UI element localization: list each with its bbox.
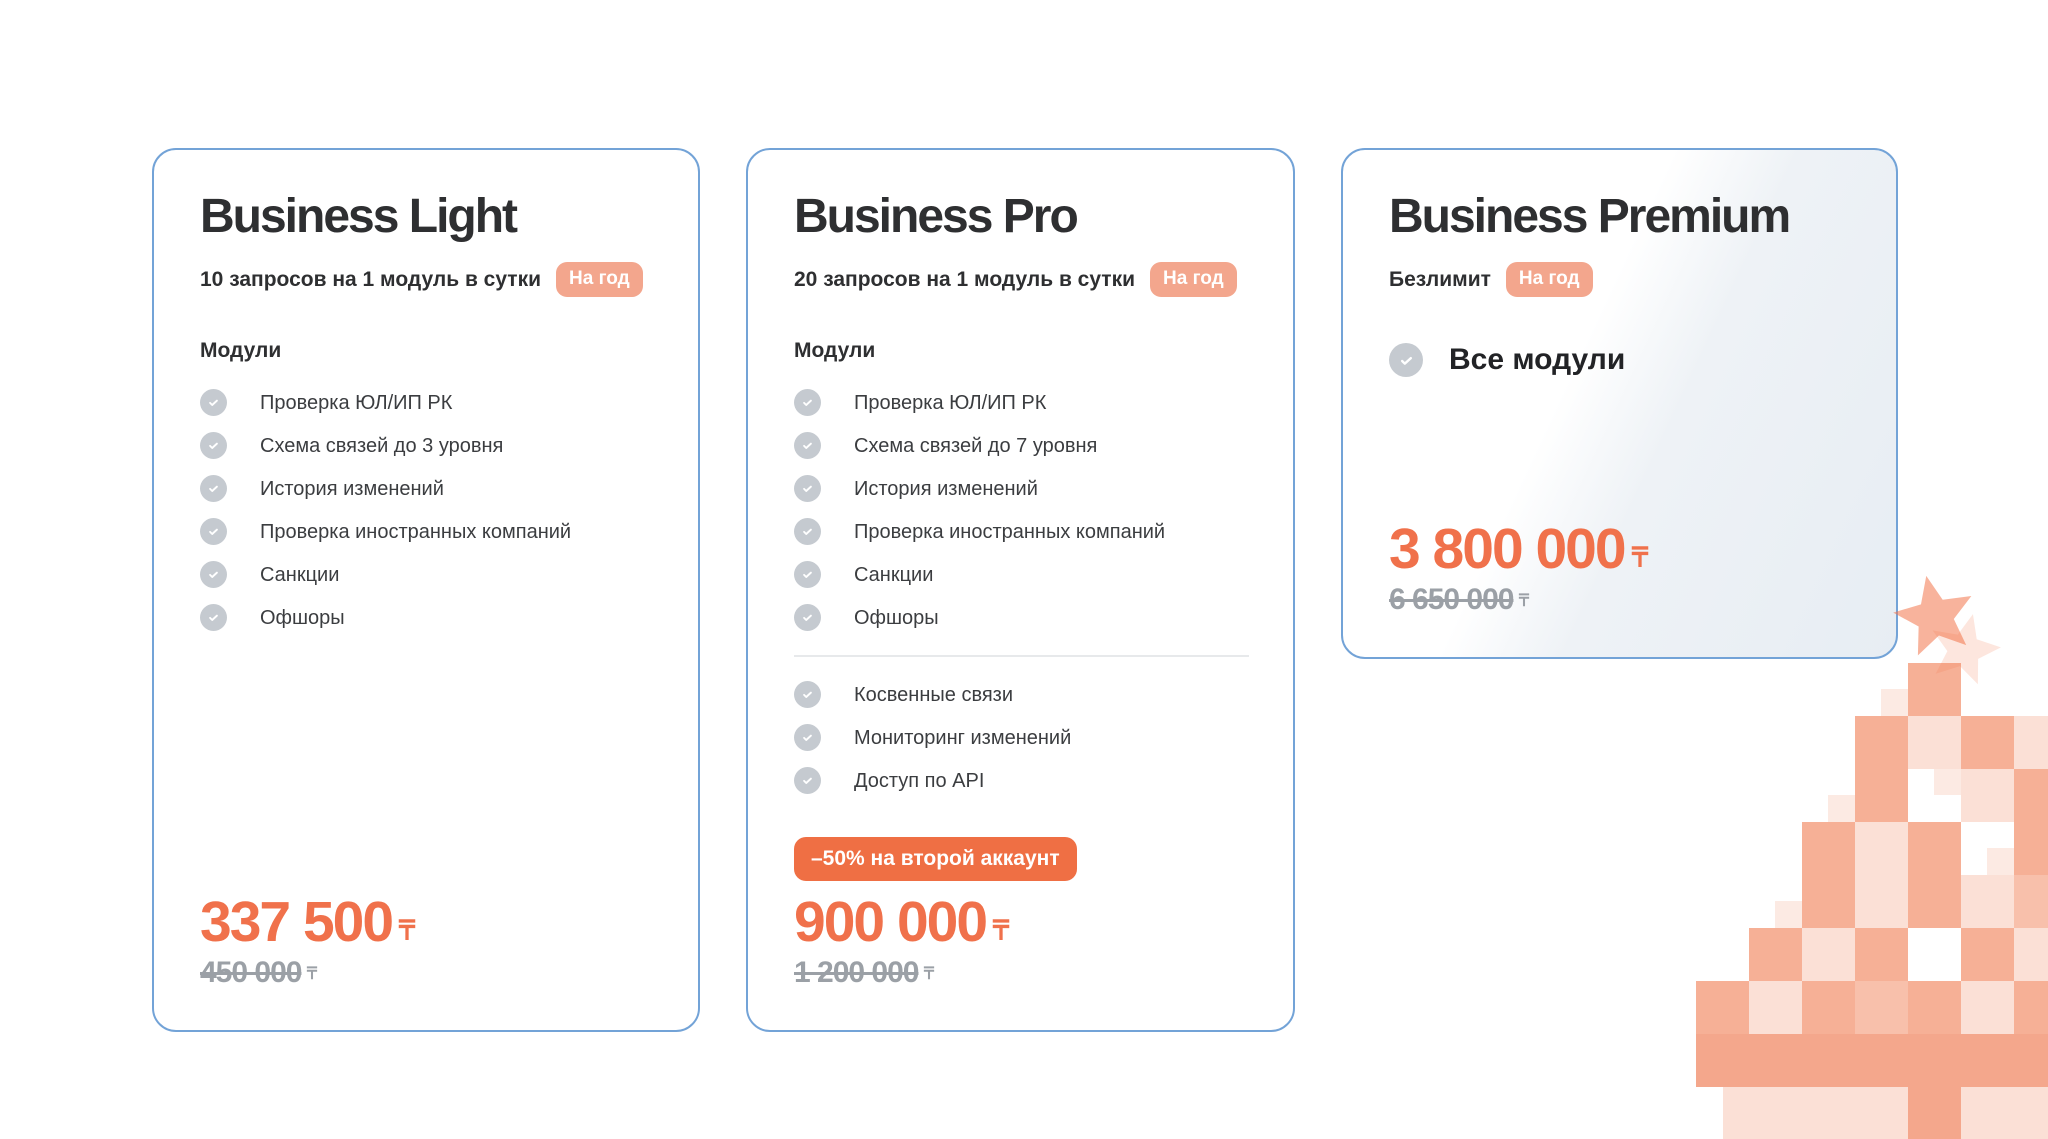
price-block: –50% на второй аккаунт 900 000 1 200 000 bbox=[794, 836, 1249, 988]
check-icon bbox=[794, 604, 821, 632]
check-icon bbox=[1389, 343, 1423, 378]
extra-feature-list: Косвенные связи Мониторинг изменений Дос… bbox=[794, 681, 1249, 795]
feature-row: Проверка иностранных компаний bbox=[794, 518, 1249, 546]
check-icon bbox=[794, 724, 821, 752]
feature-row: История изменений bbox=[794, 475, 1249, 503]
plan-subtitle-row: 10 запросов на 1 модуль в сутки На год bbox=[200, 262, 654, 298]
current-price: 337 500 bbox=[200, 889, 417, 954]
tenge-currency-icon bbox=[1630, 546, 1650, 573]
check-icon bbox=[200, 518, 227, 546]
all-modules-row: Все модули bbox=[1389, 343, 1852, 378]
feature-row: Офшоры bbox=[794, 604, 1249, 632]
old-price: 6 650 000 bbox=[1389, 585, 1530, 615]
current-price: 900 000 bbox=[794, 889, 1011, 954]
feature-row: История изменений bbox=[200, 475, 654, 503]
feature-label: История изменений bbox=[854, 477, 1038, 500]
billing-period-badge: На год bbox=[1150, 262, 1237, 298]
feature-row: Проверка иностранных компаний bbox=[200, 518, 654, 546]
feature-row: Офшоры bbox=[200, 604, 654, 632]
feature-label: История изменений bbox=[260, 477, 444, 500]
check-icon bbox=[794, 518, 821, 546]
price-block: 3 800 000 6 650 000 bbox=[1389, 516, 1852, 615]
feature-label: Проверка ЮЛ/ИП РК bbox=[260, 391, 453, 414]
discount-badge: –50% на второй аккаунт bbox=[794, 836, 1077, 881]
check-icon bbox=[794, 432, 821, 460]
check-icon bbox=[200, 561, 227, 589]
tenge-currency-icon bbox=[397, 919, 417, 946]
check-icon bbox=[200, 389, 227, 417]
feature-row: Проверка ЮЛ/ИП РК bbox=[200, 389, 654, 417]
feature-row: Мониторинг изменений bbox=[794, 724, 1249, 752]
plan-subtitle-row: Безлимит На год bbox=[1389, 262, 1852, 298]
plan-title: Business Light bbox=[200, 190, 518, 243]
feature-label: Санкции bbox=[854, 563, 934, 586]
modules-section-label: Модули bbox=[794, 339, 876, 363]
check-icon bbox=[200, 475, 227, 503]
tenge-currency-icon bbox=[991, 919, 1011, 946]
check-icon bbox=[200, 432, 227, 460]
tenge-currency-icon bbox=[1518, 593, 1530, 612]
check-icon bbox=[794, 475, 821, 503]
feature-row: Санкции bbox=[794, 561, 1249, 589]
pricing-card-business-premium[interactable]: Business Premium Безлимит На год Все мод… bbox=[1341, 148, 1898, 659]
check-icon bbox=[794, 561, 821, 589]
all-modules-label: Все модули bbox=[1449, 343, 1626, 377]
tenge-currency-icon bbox=[923, 966, 935, 985]
old-price-value: 450 000 bbox=[200, 956, 302, 989]
feature-list: Проверка ЮЛ/ИП РК Схема связей до 7 уров… bbox=[794, 389, 1249, 632]
feature-row: Схема связей до 3 уровня bbox=[200, 432, 654, 460]
pricing-card-business-pro[interactable]: Business Pro 20 запросов на 1 модуль в с… bbox=[746, 148, 1295, 1032]
price-value: 900 000 bbox=[794, 889, 988, 954]
feature-label: Доступ по API bbox=[854, 769, 985, 792]
feature-label: Мониторинг изменений bbox=[854, 726, 1072, 749]
pricing-card-business-light[interactable]: Business Light 10 запросов на 1 модуль в… bbox=[152, 148, 700, 1032]
feature-label: Схема связей до 3 уровня bbox=[260, 434, 504, 457]
feature-label: Проверка иностранных компаний bbox=[260, 520, 572, 543]
plan-title: Business Pro bbox=[794, 190, 1079, 243]
plan-subtitle-row: 20 запросов на 1 модуль в сутки На год bbox=[794, 262, 1249, 298]
feature-row: Косвенные связи bbox=[794, 681, 1249, 709]
check-icon bbox=[794, 389, 821, 417]
old-price-value: 1 200 000 bbox=[794, 956, 919, 989]
old-price: 450 000 bbox=[200, 958, 318, 988]
plan-title: Business Premium bbox=[1389, 190, 1791, 243]
feature-divider bbox=[794, 655, 1249, 658]
plan-limit-text: Безлимит bbox=[1389, 267, 1491, 291]
feature-label: Офшоры bbox=[854, 606, 939, 629]
feature-label: Косвенные связи bbox=[854, 683, 1014, 706]
feature-list: Проверка ЮЛ/ИП РК Схема связей до 3 уров… bbox=[200, 389, 654, 632]
check-icon bbox=[794, 767, 821, 795]
modules-section-label: Модули bbox=[200, 339, 282, 363]
billing-period-badge: На год bbox=[1505, 262, 1593, 298]
feature-label: Проверка ЮЛ/ИП РК bbox=[854, 391, 1047, 414]
plan-limit-text: 20 запросов на 1 модуль в сутки bbox=[794, 267, 1136, 291]
plan-limit-text: 10 запросов на 1 модуль в сутки bbox=[200, 267, 542, 291]
old-price: 1 200 000 bbox=[794, 958, 935, 988]
feature-row: Проверка ЮЛ/ИП РК bbox=[794, 389, 1249, 417]
feature-row: Санкции bbox=[200, 561, 654, 589]
current-price: 3 800 000 bbox=[1389, 516, 1650, 581]
feature-label: Санкции bbox=[260, 563, 340, 586]
feature-label: Проверка иностранных компаний bbox=[854, 520, 1166, 543]
feature-row: Доступ по API bbox=[794, 767, 1249, 795]
star-icon bbox=[1893, 575, 2001, 685]
billing-period-badge: На год bbox=[556, 262, 643, 298]
old-price-value: 6 650 000 bbox=[1389, 583, 1514, 616]
price-value: 337 500 bbox=[200, 889, 394, 954]
feature-row: Схема связей до 7 уровня bbox=[794, 432, 1249, 460]
feature-label: Офшоры bbox=[260, 606, 345, 629]
price-block: 337 500 450 000 bbox=[200, 889, 654, 988]
feature-label: Схема связей до 7 уровня bbox=[854, 434, 1098, 457]
check-icon bbox=[200, 604, 227, 632]
price-value: 3 800 000 bbox=[1389, 516, 1627, 581]
tenge-currency-icon bbox=[306, 966, 318, 985]
check-icon bbox=[794, 681, 821, 709]
